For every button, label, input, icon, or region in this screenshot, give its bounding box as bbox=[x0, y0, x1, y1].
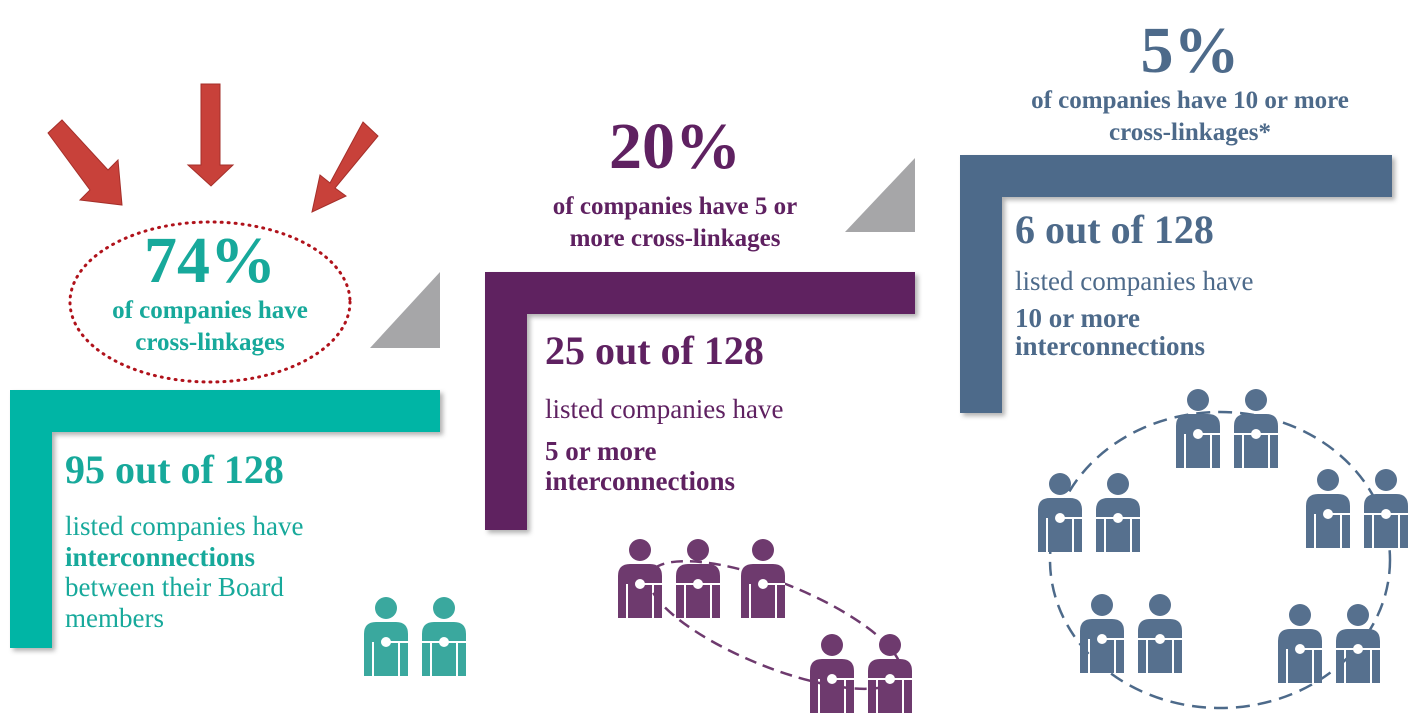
bracket bbox=[10, 390, 440, 648]
desc: members bbox=[65, 603, 164, 633]
stat: 5% bbox=[1141, 14, 1240, 87]
bracket bbox=[485, 272, 915, 530]
people-icon bbox=[810, 634, 912, 713]
stat-text: cross-linkages* bbox=[1109, 119, 1271, 146]
desc: listed companies have bbox=[545, 394, 783, 424]
connection-ring bbox=[1048, 410, 1392, 710]
people-icon bbox=[1080, 594, 1182, 673]
bracket bbox=[960, 155, 1392, 413]
stat: 20% bbox=[609, 110, 741, 183]
highlight-ellipse bbox=[68, 220, 352, 384]
count: 95 out of 128 bbox=[65, 447, 284, 492]
people-icon bbox=[740, 538, 786, 618]
people-icon bbox=[618, 539, 720, 618]
stat-text: cross-linkages bbox=[135, 329, 285, 356]
people-icon bbox=[1038, 473, 1140, 552]
people-icon bbox=[1306, 469, 1408, 548]
desc: interconnections bbox=[545, 466, 735, 496]
desc: interconnections bbox=[65, 542, 255, 572]
stat-text: of companies have bbox=[112, 297, 308, 324]
people-icon bbox=[1278, 604, 1380, 683]
desc: 10 or more bbox=[1015, 303, 1140, 333]
desc: listed companies have bbox=[65, 511, 303, 541]
arrows bbox=[47, 83, 379, 213]
stat: 74% bbox=[144, 224, 276, 297]
desc: listed companies have bbox=[1015, 266, 1253, 296]
people-icon bbox=[1176, 389, 1278, 468]
desc: between their Board bbox=[65, 572, 284, 602]
stat-text: of companies have 10 or more bbox=[1031, 87, 1349, 114]
desc: interconnections bbox=[1015, 331, 1205, 361]
count: 6 out of 128 bbox=[1015, 207, 1214, 252]
corner-triangle bbox=[845, 158, 915, 232]
stat-text: of companies have 5 or bbox=[553, 193, 797, 220]
people-icon bbox=[364, 597, 466, 676]
desc: 5 or more bbox=[545, 436, 656, 466]
corner-triangle bbox=[370, 272, 440, 348]
count: 25 out of 128 bbox=[545, 328, 764, 373]
stat-text: more cross-linkages bbox=[570, 225, 781, 252]
